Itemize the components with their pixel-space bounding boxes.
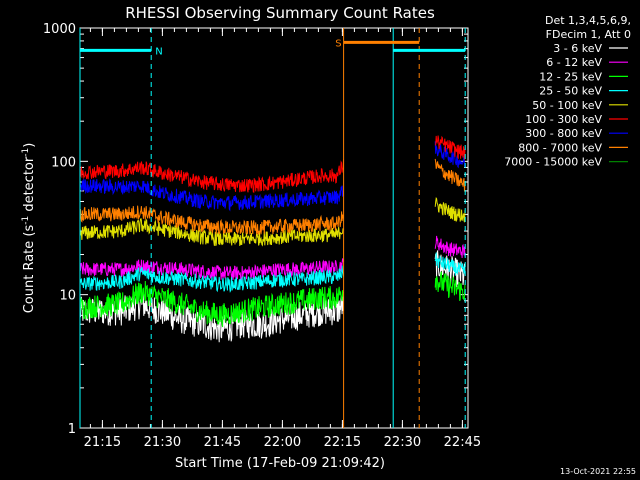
y-tick-label: 100 [51, 155, 76, 170]
series-50-100-kev [79, 196, 466, 247]
x-axis-label: Start Time (17-Feb-09 21:09:42) [175, 456, 385, 471]
legend-label: 300 - 800 keV [525, 127, 602, 140]
legend-label: 3 - 6 keV [553, 42, 602, 55]
y-axis-label-sup1: -1 [21, 216, 31, 225]
legend-label: 6 - 12 keV [546, 56, 602, 69]
series-line [79, 265, 344, 293]
y-tick-label: 1 [68, 422, 76, 437]
series-line [79, 258, 344, 282]
y-axis-label-mid: detector [22, 156, 37, 216]
legend-label: 100 - 300 keV [525, 113, 602, 126]
series-line [434, 135, 466, 160]
footer-timestamp: 13-Oct-2021 22:55 [560, 467, 636, 476]
series-line [79, 290, 344, 343]
x-tick-label: 22:15 [324, 435, 361, 450]
x-tick-label: 22:45 [444, 435, 481, 450]
series-800-7000-kev [79, 158, 466, 235]
x-tick-label: 21:45 [204, 435, 241, 450]
x-tick-label: 21:30 [144, 435, 181, 450]
series-line [434, 235, 466, 259]
series-line [79, 205, 344, 235]
series-line [434, 158, 466, 192]
series-6-12-kev [79, 235, 466, 282]
legend-label: 12 - 25 keV [539, 70, 602, 83]
y-tick-label: 10 [59, 289, 76, 304]
y-axis-label-main: Count Rate (s [22, 225, 37, 314]
marker-label: N [155, 46, 162, 57]
legend-header-line-2: FDecim 1, Att 0 [546, 28, 631, 41]
y-axis-label: Count Rate (s-1 detector-1) [21, 143, 37, 314]
axes-group: 21:15 21:30 21:45 22:00 22:15 22:30 22:45 1 10 10… [43, 22, 481, 450]
series-line [79, 159, 344, 193]
series-line [434, 252, 466, 276]
legend: Det 1,3,4,5,6,9, FDecim 1, Att 0 3 - 6 k… [504, 14, 631, 169]
series-line [79, 217, 344, 247]
annotation-layer: NS [79, 28, 466, 428]
x-tick-label: 22:30 [384, 435, 421, 450]
series-line [434, 271, 466, 301]
legend-label: 7000 - 15000 keV [504, 156, 602, 169]
x-tick-label: 22:00 [264, 435, 301, 450]
y-axis-label-end: ) [22, 143, 37, 148]
legend-label: 800 - 7000 keV [518, 141, 602, 154]
series-line [434, 196, 466, 223]
series-100-300-kev [79, 135, 466, 193]
legend-header-line-1: Det 1,3,4,5,6,9, [545, 14, 631, 27]
legend-label: 50 - 100 keV [532, 99, 602, 112]
series-line [434, 141, 466, 169]
series-25-50-kev [79, 252, 466, 293]
y-tick-label: 1000 [43, 22, 76, 37]
series-layer [79, 135, 466, 343]
series-300-800-kev [79, 141, 466, 212]
y-axis-label-sup2: -1 [21, 148, 31, 157]
legend-label: 25 - 50 keV [539, 85, 602, 98]
series-line [79, 178, 344, 212]
x-tick-label: 21:15 [84, 435, 121, 450]
chart-title: RHESSI Observing Summary Count Rates [125, 4, 435, 22]
series-line [79, 280, 344, 328]
marker-label: S [335, 38, 341, 49]
series-12-25-kev [79, 271, 466, 328]
